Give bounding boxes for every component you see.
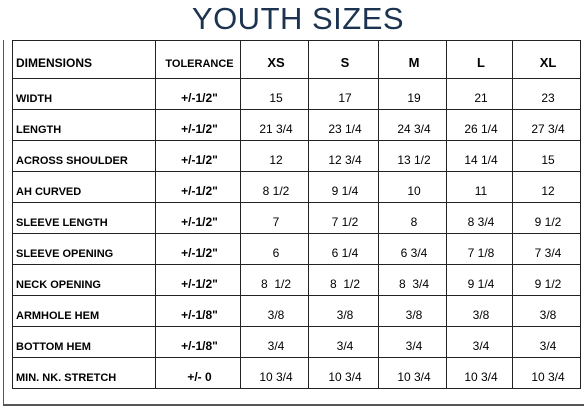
dimension-cell: ARMHOLE HEM — [12, 295, 156, 327]
size-cell: 15 — [512, 140, 581, 172]
size-cell: 23 — [512, 78, 581, 110]
table-row: BOTTOM HEM +/-1/8" 3/4 3/4 3/4 3/4 3/4 — [12, 326, 581, 358]
size-cell: 26 1/4 — [446, 109, 513, 141]
size-cell: 11 — [446, 171, 513, 203]
size-cell: 6 — [240, 233, 309, 265]
size-cell: 7 1/8 — [446, 233, 513, 265]
size-cell: 10 3/4 — [378, 357, 447, 389]
header-cell: S — [308, 40, 379, 79]
size-cell: 3/4 — [446, 326, 513, 358]
dimension-cell: SLEEVE LENGTH — [12, 202, 156, 234]
dimension-cell: NECK OPENING — [12, 264, 156, 296]
size-cell: 3/4 — [378, 326, 447, 358]
size-cell: 8 1/2 — [308, 264, 379, 296]
size-cell: 21 — [446, 78, 513, 110]
size-cell: 12 — [512, 171, 581, 203]
size-cell: 10 3/4 — [308, 357, 379, 389]
dimension-cell: LENGTH — [12, 109, 156, 141]
table-row: ARMHOLE HEM +/-1/8" 3/8 3/8 3/8 3/8 3/8 — [12, 295, 581, 327]
size-cell: 12 — [240, 140, 309, 172]
tolerance-cell: +/-1/2" — [155, 109, 241, 141]
header-cell: L — [446, 40, 513, 79]
header-cell: M — [378, 40, 447, 79]
size-cell: 10 3/4 — [512, 357, 581, 389]
dimension-cell: ACROSS SHOULDER — [12, 140, 156, 172]
size-cell: 3/4 — [512, 326, 581, 358]
table-row: LENGTH +/-1/2" 21 3/4 23 1/4 24 3/4 26 1/4 27 … — [12, 109, 581, 141]
tolerance-cell: +/-1/2" — [155, 78, 241, 110]
size-cell: 3/4 — [308, 326, 379, 358]
size-cell: 14 1/4 — [446, 140, 513, 172]
size-cell: 24 3/4 — [378, 109, 447, 141]
title: YOUTH SIZES — [191, 1, 405, 36]
size-table: DIMENSIONS TOLERANCE XS S M L XL WIDTH +/-1/2" 15… — [12, 40, 581, 389]
tolerance-cell: +/-1/2" — [155, 202, 241, 234]
table-row: SLEEVE LENGTH +/-1/2" 7 7 1/2 8 8 3/4 9 1/2 — [12, 202, 581, 234]
size-cell: 19 — [378, 78, 447, 110]
size-cell: 17 — [308, 78, 379, 110]
header-cell: XS — [240, 40, 309, 79]
size-cell: 3/8 — [308, 295, 379, 327]
size-cell: 10 3/4 — [240, 357, 309, 389]
tolerance-cell: +/-1/2" — [155, 140, 241, 172]
size-cell: 8 1/2 — [240, 171, 309, 203]
size-cell: 3/8 — [378, 295, 447, 327]
header-row: DIMENSIONS TOLERANCE XS S M L XL — [12, 40, 581, 79]
size-cell: 21 3/4 — [240, 109, 309, 141]
tolerance-cell: +/- 0 — [155, 357, 241, 389]
size-cell: 15 — [240, 78, 309, 110]
size-cell: 3/8 — [446, 295, 513, 327]
tolerance-cell: +/-1/8" — [155, 295, 241, 327]
dimension-cell: MIN. NK. STRETCH — [12, 357, 156, 389]
size-cell: 3/4 — [240, 326, 309, 358]
size-cell: 8 1/2 — [240, 264, 309, 296]
dimension-cell: WIDTH — [12, 78, 156, 110]
size-cell: 7 3/4 — [512, 233, 581, 265]
size-cell: 7 — [240, 202, 309, 234]
size-cell: 8 — [378, 202, 447, 234]
dimension-cell: AH CURVED — [12, 171, 156, 203]
size-cell: 27 3/4 — [512, 109, 581, 141]
dimension-cell: SLEEVE OPENING — [12, 233, 156, 265]
size-cell: 9 1/2 — [512, 264, 581, 296]
size-cell: 8 3/4 — [378, 264, 447, 296]
table-row: MIN. NK. STRETCH +/- 0 10 3/4 10 3/4 10 3/4 1… — [12, 357, 581, 389]
dimension-cell: BOTTOM HEM — [12, 326, 156, 358]
size-cell: 13 1/2 — [378, 140, 447, 172]
table-row: WIDTH +/-1/2" 15 17 19 21 23 — [12, 78, 581, 110]
size-cell: 12 3/4 — [308, 140, 379, 172]
frame — [3, 40, 584, 406]
table-row: NECK OPENING +/-1/2" 8 1/2 8 1/2 8 3/4 9 1/4 9… — [12, 264, 581, 296]
size-cell: 7 1/2 — [308, 202, 379, 234]
tolerance-cell: +/-1/2" — [155, 264, 241, 296]
size-cell: 10 3/4 — [446, 357, 513, 389]
size-cell: 9 1/2 — [512, 202, 581, 234]
table-row: ACROSS SHOULDER +/-1/2" 12 12 3/4 13 1/2 14 1… — [12, 140, 581, 172]
size-cell: 3/8 — [240, 295, 309, 327]
size-cell: 8 3/4 — [446, 202, 513, 234]
tolerance-cell: +/-1/8" — [155, 326, 241, 358]
size-cell: 10 — [378, 171, 447, 203]
table-row: AH CURVED +/-1/2" 8 1/2 9 1/4 10 11 12 — [12, 171, 581, 203]
size-cell: 6 1/4 — [308, 233, 379, 265]
header-cell: DIMENSIONS — [12, 40, 156, 79]
tolerance-cell: +/-1/2" — [155, 171, 241, 203]
size-cell: 9 1/4 — [446, 264, 513, 296]
size-cell: 9 1/4 — [308, 171, 379, 203]
header-cell: TOLERANCE — [155, 40, 241, 79]
size-cell: 6 3/4 — [378, 233, 447, 265]
tolerance-cell: +/-1/2" — [155, 233, 241, 265]
size-cell: 3/8 — [512, 295, 581, 327]
size-cell: 23 1/4 — [308, 109, 379, 141]
header-cell: XL — [512, 40, 581, 79]
table-row: SLEEVE OPENING +/-1/2" 6 6 1/4 6 3/4 7 1/8 7 3… — [12, 233, 581, 265]
